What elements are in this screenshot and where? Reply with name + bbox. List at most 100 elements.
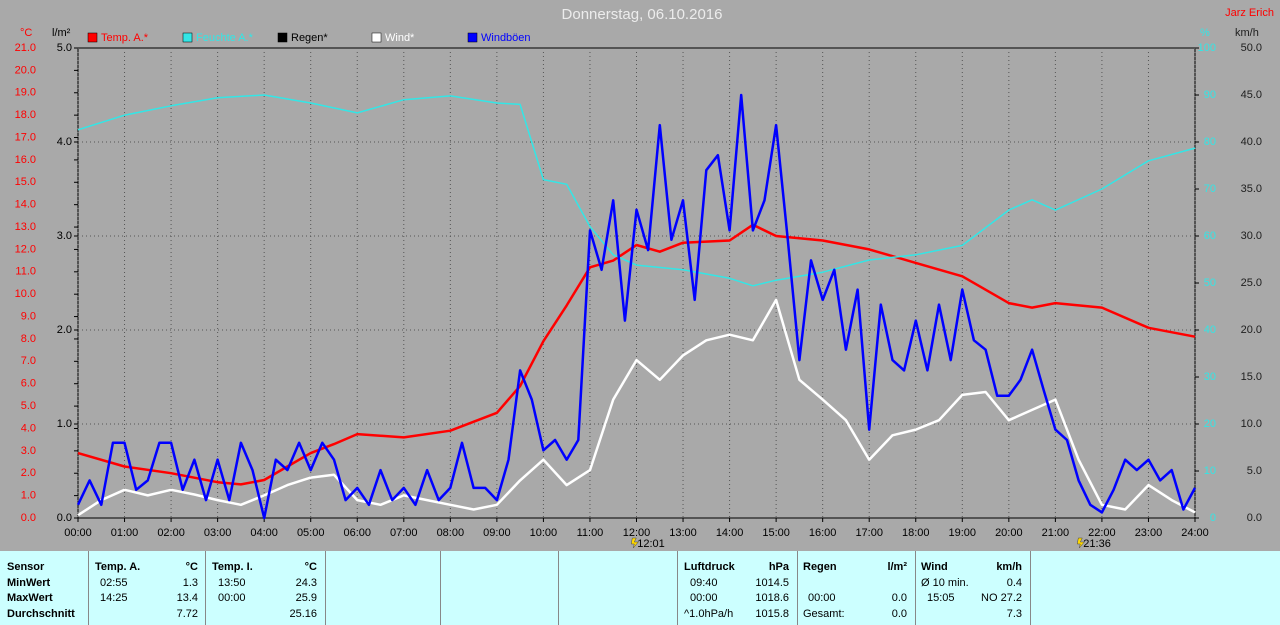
legend-label: Feuchte A.*	[196, 32, 254, 44]
separator	[1030, 551, 1031, 625]
y-tick-label: 6.0	[21, 378, 36, 390]
unit: l/m²	[887, 561, 907, 573]
header: Temp. A.	[95, 561, 141, 573]
cell: 0.0	[891, 592, 907, 604]
y-tick-label: 1.0	[57, 418, 72, 430]
axis-unit: %	[1200, 27, 1210, 39]
x-tick-label: 10:00	[530, 527, 558, 539]
y-tick-label: 10	[1204, 465, 1216, 477]
cell: 09:40	[690, 577, 718, 589]
x-tick-label: 18:00	[902, 527, 930, 539]
y-tick-label: 15.0	[15, 176, 36, 188]
y-tick-label: 20	[1204, 418, 1216, 430]
legend-swatch	[277, 32, 288, 43]
x-tick-label: 15:00	[762, 527, 790, 539]
summary-table: Sensor MinWert MaxWert Durchschnitt Temp…	[0, 551, 1280, 625]
legend-swatch	[467, 32, 478, 43]
y-tick-label: 30	[1204, 371, 1216, 383]
axis-unit: km/h	[1235, 27, 1259, 39]
author: Jarz Erich	[1225, 7, 1274, 19]
separator	[915, 551, 916, 625]
y-tick-label: 4.0	[21, 422, 36, 434]
legend-swatch	[87, 32, 98, 43]
x-tick-label: 09:00	[483, 527, 511, 539]
cell: 02:55	[100, 577, 128, 589]
separator	[797, 551, 798, 625]
y-tick-label: 0.0	[57, 512, 72, 524]
y-tick-label: 50.0	[1241, 42, 1262, 54]
y-tick-label: 40	[1204, 324, 1216, 336]
legend-swatch	[182, 32, 193, 43]
y-tick-label: 2.0	[57, 324, 72, 336]
legend-swatch	[371, 32, 382, 43]
y-tick-label: 0	[1210, 512, 1216, 524]
y-tick-label: 12.0	[15, 243, 36, 255]
x-tick-label: 03:00	[204, 527, 232, 539]
row-label: MinWert	[7, 577, 51, 589]
marker-label: 21:36	[1083, 538, 1111, 550]
y-tick-label: 3.0	[57, 230, 72, 242]
cell: 24.3	[295, 577, 317, 589]
y-tick-label: 8.0	[21, 333, 36, 345]
separator	[440, 551, 441, 625]
x-tick-label: 20:00	[995, 527, 1023, 539]
legend-label: Regen*	[291, 32, 328, 44]
y-tick-label: 17.0	[15, 131, 36, 143]
y-tick-label: 9.0	[21, 310, 36, 322]
y-tick-label: 1.0	[21, 490, 36, 502]
y-tick-label: 13.0	[15, 221, 36, 233]
x-tick-label: 14:00	[716, 527, 744, 539]
cell: 00:00	[218, 592, 246, 604]
series-line	[76, 93, 1197, 520]
x-tick-label: 04:00	[250, 527, 278, 539]
header: Temp. I.	[212, 561, 253, 573]
cell: ^1.0hPa/h	[684, 608, 734, 620]
y-tick-label: 10.0	[1241, 418, 1262, 430]
x-tick-label: 06:00	[343, 527, 371, 539]
cell: 7.3	[1006, 608, 1022, 620]
legend-label: Wind*	[385, 32, 415, 44]
y-tick-label: 60	[1204, 230, 1216, 242]
x-tick-label: 17:00	[855, 527, 883, 539]
y-tick-label: 20.0	[1241, 324, 1262, 336]
plot-area	[77, 47, 1196, 519]
y-tick-label: 5.0	[21, 400, 36, 412]
x-tick-label: 07:00	[390, 527, 418, 539]
separator	[558, 551, 559, 625]
cell: 00:00	[808, 592, 836, 604]
separator	[677, 551, 678, 625]
x-tick-label: 11:00	[577, 527, 604, 539]
cell: 15:05	[927, 592, 955, 604]
y-tick-label: 14.0	[15, 199, 36, 211]
unit: hPa	[768, 561, 789, 573]
legend-label: Windböen	[481, 32, 531, 44]
cell: Ø 10 min.	[921, 577, 969, 589]
row-label: MaxWert	[7, 592, 53, 604]
cell: NO 27.2	[981, 592, 1022, 604]
x-tick-label: 01:00	[111, 527, 139, 539]
y-tick-label: 20.0	[15, 64, 36, 76]
unit: °C	[185, 561, 198, 573]
y-tick-label: 70	[1204, 183, 1216, 195]
cell: 1018.6	[755, 592, 789, 604]
cell: 1014.5	[755, 577, 789, 589]
cell: Gesamt:	[803, 608, 845, 620]
row-label: Durchschnitt	[7, 608, 75, 620]
header: Wind	[921, 561, 948, 573]
x-tick-label: 05:00	[297, 527, 325, 539]
header: Luftdruck	[684, 561, 735, 573]
y-tick-label: 80	[1204, 136, 1216, 148]
cell: 14:25	[100, 592, 128, 604]
y-tick-label: 3.0	[21, 445, 36, 457]
y-tick-label: 25.0	[1241, 277, 1262, 289]
y-tick-label: 0.0	[1247, 512, 1262, 524]
cell: 0.0	[891, 608, 907, 620]
marker-icon	[1077, 537, 1085, 549]
separator	[205, 551, 206, 625]
marker-label: 12:01	[637, 538, 665, 550]
x-tick-label: 24:00	[1181, 527, 1209, 539]
cell: 13:50	[218, 577, 246, 589]
x-tick-label: 13:00	[669, 527, 697, 539]
y-tick-label: 7.0	[21, 355, 36, 367]
series-line	[77, 298, 1196, 517]
